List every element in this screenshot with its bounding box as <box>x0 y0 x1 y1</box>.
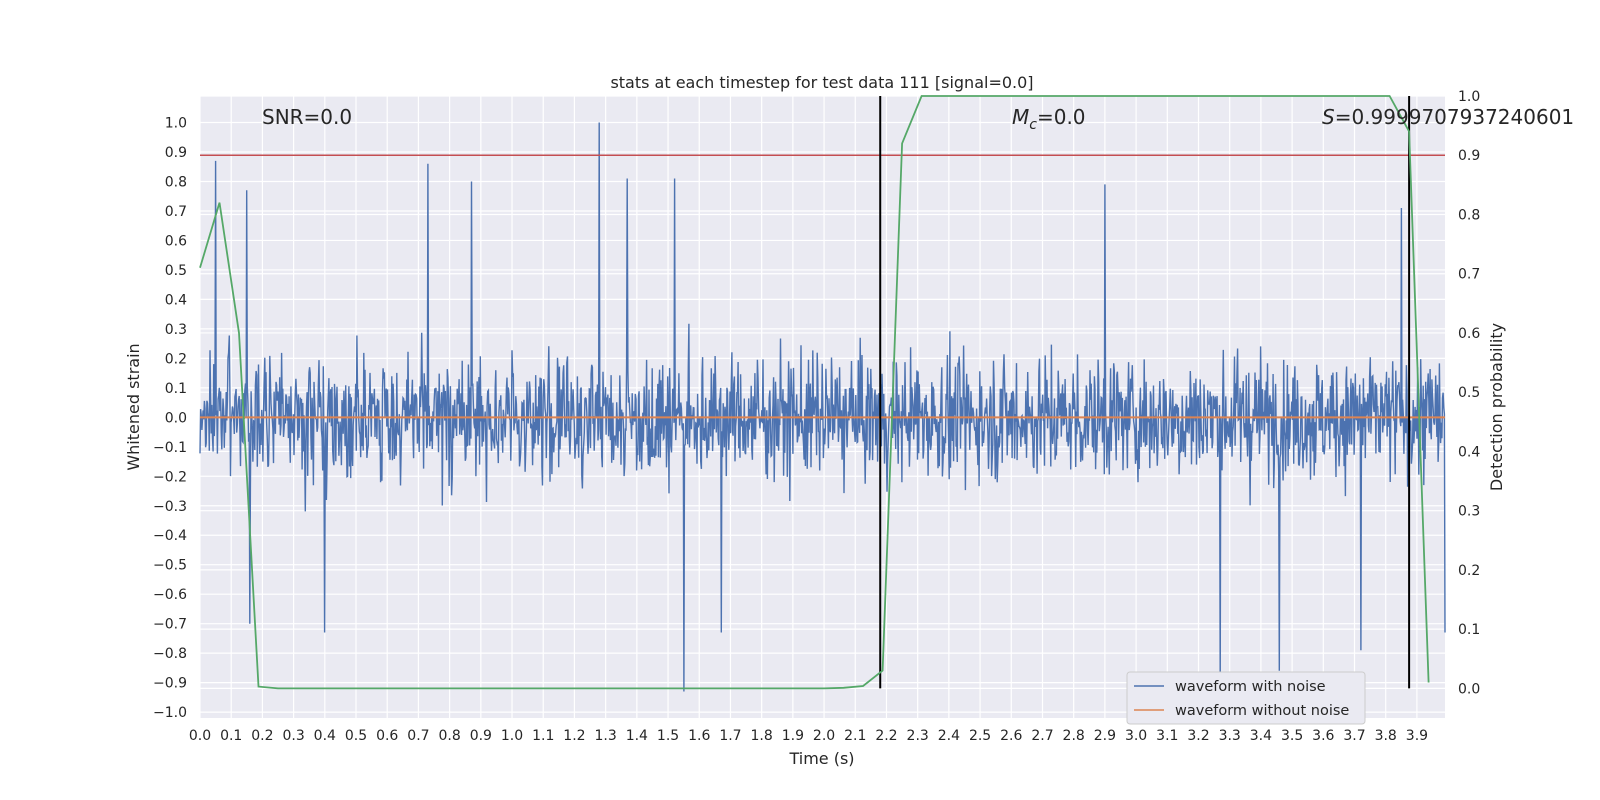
x-tick-label: 3.4 <box>1250 728 1272 744</box>
y-tick-label: −0.2 <box>153 469 187 485</box>
x-tick-label: 1.9 <box>782 728 804 744</box>
x-tick-label: 0.7 <box>407 728 429 744</box>
x-tick-label: 0.1 <box>220 728 242 744</box>
x-tick-label: 3.7 <box>1343 728 1365 744</box>
y-tick-label: 0.4 <box>165 292 187 308</box>
x-tick-label: 3.6 <box>1312 728 1334 744</box>
x-tick-label: 1.1 <box>532 728 554 744</box>
y-tick-label: −0.8 <box>153 646 187 662</box>
x-tick-label: 0.0 <box>189 728 211 744</box>
y-tick-label: 0.5 <box>165 263 187 279</box>
y2-tick-label: 0.9 <box>1458 148 1480 164</box>
y-tick-label: −0.9 <box>153 676 187 692</box>
y2-tick-label: 0.1 <box>1458 622 1480 638</box>
y-tick-label: −0.6 <box>153 587 187 603</box>
s-symbol: S <box>1322 105 1335 129</box>
y2-tick-label: 0.5 <box>1458 385 1480 401</box>
y2-tick-label: 0.4 <box>1458 444 1480 460</box>
mc-symbol: M <box>1012 105 1029 129</box>
y2-axis-ticks: 1.0 0.9 0.8 0.7 0.6 0.5 0.4 0.3 0.2 0.1 0.0 <box>1458 89 1480 697</box>
y-tick-label: −0.7 <box>153 617 187 633</box>
x-tick-label: 2.7 <box>1031 728 1053 744</box>
legend-label-noise: waveform with noise <box>1175 679 1326 695</box>
y-tick-label: 0.0 <box>165 410 187 426</box>
x-tick-label: 0.6 <box>376 728 398 744</box>
x-tick-label: 2.1 <box>844 728 866 744</box>
y-tick-label: 0.6 <box>165 233 187 249</box>
y2-axis-label: Detection probability <box>1487 323 1506 491</box>
y2-tick-label: 0.2 <box>1458 563 1480 579</box>
x-tick-label: 2.0 <box>813 728 835 744</box>
x-tick-label: 1.8 <box>751 728 773 744</box>
y-tick-label: 1.0 <box>165 116 187 132</box>
x-tick-label: 2.9 <box>1094 728 1116 744</box>
x-tick-label: 2.6 <box>1000 728 1022 744</box>
x-tick-label: 1.3 <box>595 728 617 744</box>
x-tick-label: 0.9 <box>470 728 492 744</box>
x-tick-label: 1.2 <box>563 728 585 744</box>
y2-tick-label: 0.6 <box>1458 326 1480 342</box>
x-tick-label: 3.9 <box>1406 728 1428 744</box>
s-annotation: S=0.9999707937240601 <box>1322 105 1574 129</box>
chart-title: stats at each timestep for test data 111… <box>610 73 1033 92</box>
y2-tick-label: 1.0 <box>1458 89 1480 105</box>
x-tick-label: 2.2 <box>875 728 897 744</box>
overlay-lines <box>199 95 1445 690</box>
x-axis-ticks: 0.0 0.1 0.2 0.3 0.4 0.5 0.6 0.7 0.8 0.9 1.0 1.1 1.2 1… <box>189 728 1428 744</box>
y-tick-label: 0.3 <box>165 322 187 338</box>
x-tick-label: 1.4 <box>626 728 648 744</box>
x-tick-label: 1.7 <box>719 728 741 744</box>
y-axis-ticks: 1.0 0.9 0.8 0.7 0.6 0.5 0.4 0.3 0.2 0.1 0.0 −0.1 −0.… <box>153 116 187 722</box>
x-tick-label: 2.4 <box>938 728 960 744</box>
x-tick-label: 3.0 <box>1125 728 1147 744</box>
y2-tick-label: 0.3 <box>1458 504 1480 520</box>
y-tick-label: −1.0 <box>153 705 187 721</box>
x-tick-label: 0.2 <box>251 728 273 744</box>
y-tick-label: −0.3 <box>153 499 187 515</box>
y-tick-label: 0.9 <box>165 145 187 161</box>
x-tick-label: 1.0 <box>501 728 523 744</box>
x-tick-label: 0.5 <box>345 728 367 744</box>
s-value: =0.9999707937240601 <box>1335 105 1574 129</box>
y-tick-label: 0.2 <box>165 351 187 367</box>
x-axis-label: Time (s) <box>788 749 854 768</box>
x-tick-label: 3.3 <box>1219 728 1241 744</box>
y-tick-label: −0.1 <box>153 440 187 456</box>
y-axis-label: Whitened strain <box>124 343 143 470</box>
mc-subscript: c <box>1029 117 1037 133</box>
legend-box <box>1126 671 1366 725</box>
x-tick-label: 0.3 <box>282 728 304 744</box>
y-tick-label: 0.1 <box>165 381 187 397</box>
x-tick-label: 3.1 <box>1156 728 1178 744</box>
y-tick-label: −0.4 <box>153 528 187 544</box>
x-tick-label: 3.2 <box>1187 728 1209 744</box>
x-tick-label: 0.4 <box>314 728 336 744</box>
y-tick-label: 0.7 <box>165 204 187 220</box>
y2-tick-label: 0.7 <box>1458 267 1480 283</box>
y2-tick-label: 0.0 <box>1458 681 1480 697</box>
legend-label-clean: waveform without noise <box>1175 703 1349 719</box>
x-tick-label: 2.5 <box>969 728 991 744</box>
x-tick-label: 2.3 <box>907 728 929 744</box>
x-tick-label: 3.5 <box>1281 728 1303 744</box>
y-tick-label: −0.5 <box>153 558 187 574</box>
mc-value: =0.0 <box>1037 105 1086 129</box>
x-tick-label: 1.6 <box>688 728 710 744</box>
x-tick-label: 2.8 <box>1063 728 1085 744</box>
y-tick-label: 0.8 <box>165 174 187 190</box>
legend: waveform with noise waveform without noi… <box>1126 671 1366 725</box>
y2-tick-label: 0.8 <box>1458 207 1480 223</box>
snr-annotation: SNR=0.0 <box>262 105 352 129</box>
x-tick-label: 0.8 <box>438 728 460 744</box>
mc-annotation: Mc=0.0 <box>1012 105 1086 133</box>
detection-probability-line <box>199 95 1430 690</box>
x-tick-label: 1.5 <box>657 728 679 744</box>
x-tick-label: 3.8 <box>1375 728 1397 744</box>
